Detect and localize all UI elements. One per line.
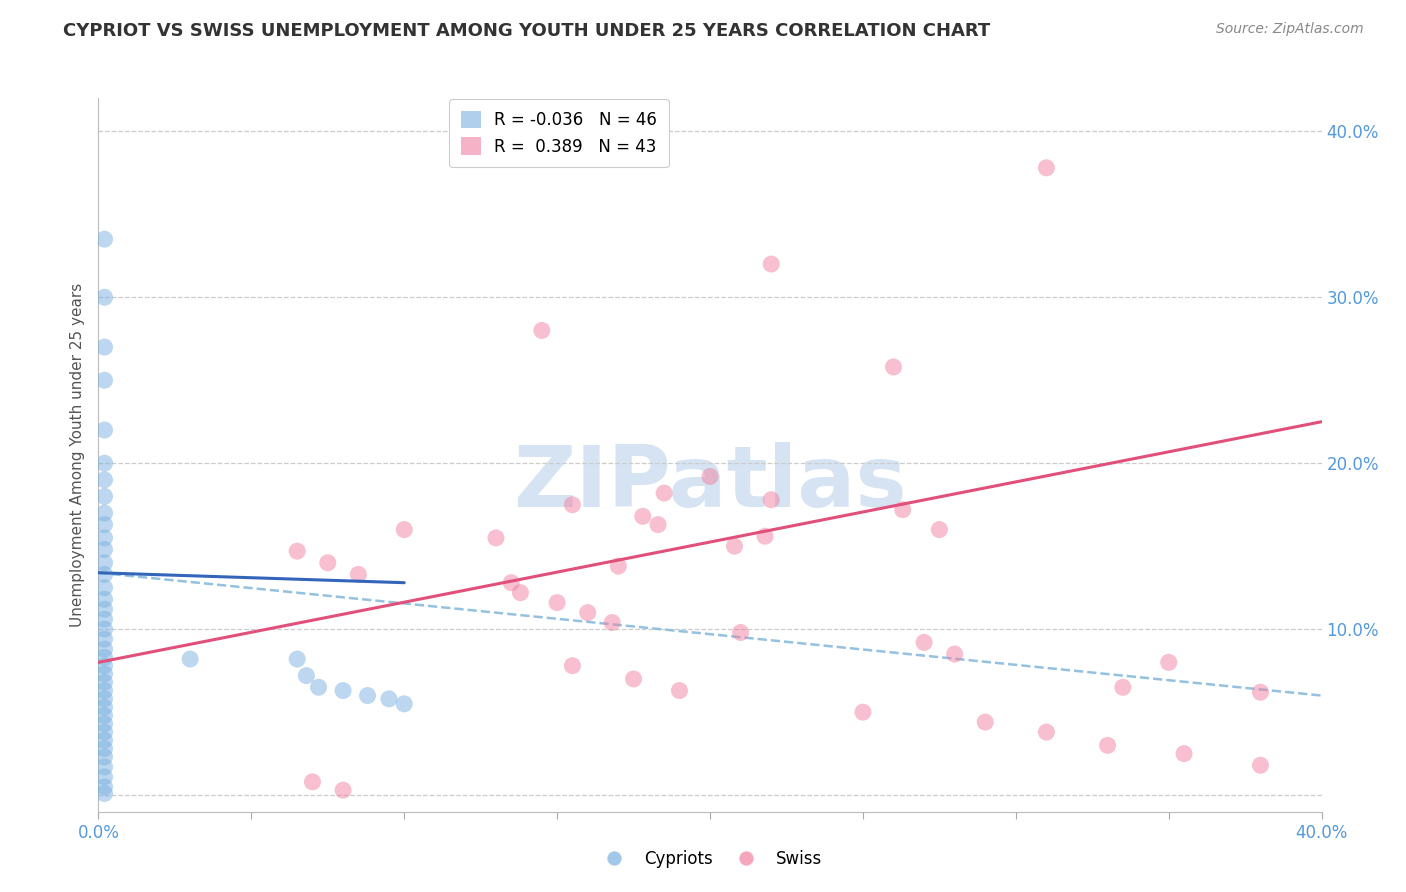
Point xyxy=(179,652,201,666)
Point xyxy=(93,517,115,532)
Text: ZIPatlas: ZIPatlas xyxy=(513,442,907,525)
Point xyxy=(1249,685,1271,699)
Point xyxy=(378,691,401,706)
Point xyxy=(93,473,115,487)
Point xyxy=(509,585,531,599)
Point xyxy=(93,716,115,731)
Point xyxy=(546,596,568,610)
Point xyxy=(631,509,654,524)
Point xyxy=(754,529,776,543)
Point xyxy=(943,647,966,661)
Point xyxy=(392,697,416,711)
Point xyxy=(561,498,583,512)
Point xyxy=(93,650,115,665)
Point xyxy=(332,783,354,797)
Point xyxy=(93,531,115,545)
Point xyxy=(93,667,115,681)
Point xyxy=(93,683,115,698)
Point xyxy=(891,502,914,516)
Point xyxy=(607,559,630,574)
Point xyxy=(93,691,115,706)
Point xyxy=(93,506,115,520)
Legend: Cypriots, Swiss: Cypriots, Swiss xyxy=(591,844,830,875)
Point xyxy=(308,680,330,694)
Point xyxy=(93,373,115,387)
Point xyxy=(912,635,935,649)
Point xyxy=(93,556,115,570)
Point xyxy=(974,715,997,730)
Point xyxy=(93,658,115,673)
Point xyxy=(530,323,553,337)
Point xyxy=(93,770,115,784)
Point xyxy=(501,575,523,590)
Point xyxy=(93,632,115,647)
Point xyxy=(316,556,339,570)
Point xyxy=(730,625,752,640)
Point xyxy=(93,780,115,794)
Point xyxy=(1249,758,1271,772)
Point xyxy=(883,359,905,374)
Point xyxy=(928,523,950,537)
Point xyxy=(392,523,416,537)
Point xyxy=(647,517,669,532)
Point xyxy=(93,733,115,747)
Point xyxy=(652,486,675,500)
Point xyxy=(600,615,623,630)
Point xyxy=(93,725,115,739)
Point xyxy=(93,581,115,595)
Point xyxy=(699,469,721,483)
Text: Source: ZipAtlas.com: Source: ZipAtlas.com xyxy=(1216,22,1364,37)
Point xyxy=(93,760,115,774)
Point xyxy=(347,567,370,582)
Point xyxy=(576,606,599,620)
Point xyxy=(1157,656,1180,670)
Point xyxy=(93,232,115,246)
Point xyxy=(93,622,115,636)
Point xyxy=(1035,161,1057,175)
Point xyxy=(93,675,115,690)
Point xyxy=(93,700,115,714)
Point xyxy=(852,705,875,719)
Point xyxy=(93,602,115,616)
Text: CYPRIOT VS SWISS UNEMPLOYMENT AMONG YOUTH UNDER 25 YEARS CORRELATION CHART: CYPRIOT VS SWISS UNEMPLOYMENT AMONG YOUT… xyxy=(63,22,990,40)
Point xyxy=(93,592,115,607)
Point xyxy=(356,689,378,703)
Point xyxy=(93,612,115,626)
Point xyxy=(1035,725,1057,739)
Point xyxy=(93,750,115,764)
Point xyxy=(295,668,318,682)
Point xyxy=(93,642,115,657)
Point xyxy=(93,290,115,304)
Point xyxy=(723,539,745,553)
Point xyxy=(93,490,115,504)
Point xyxy=(1173,747,1195,761)
Point xyxy=(1112,680,1135,694)
Point xyxy=(93,708,115,723)
Point xyxy=(93,741,115,756)
Point xyxy=(759,492,782,507)
Point xyxy=(93,567,115,582)
Point xyxy=(623,672,645,686)
Point xyxy=(301,775,323,789)
Point xyxy=(1097,739,1119,753)
Point xyxy=(332,683,354,698)
Point xyxy=(285,652,308,666)
Point xyxy=(759,257,782,271)
Point xyxy=(93,423,115,437)
Point xyxy=(93,340,115,354)
Point xyxy=(93,456,115,470)
Point xyxy=(607,124,630,138)
Point xyxy=(485,531,508,545)
Point xyxy=(561,658,583,673)
Point xyxy=(668,683,690,698)
Point xyxy=(93,542,115,557)
Point xyxy=(93,787,115,801)
Y-axis label: Unemployment Among Youth under 25 years: Unemployment Among Youth under 25 years xyxy=(70,283,86,627)
Point xyxy=(285,544,308,558)
